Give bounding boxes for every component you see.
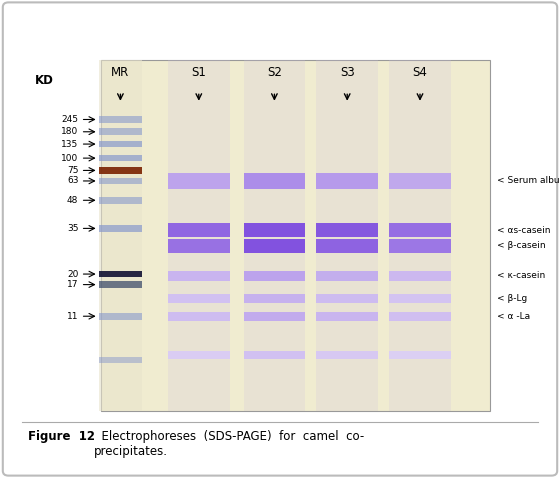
Bar — [389, 239, 451, 253]
Text: S1: S1 — [192, 65, 206, 78]
Text: < β-Lg: < β-Lg — [497, 294, 527, 303]
Bar — [389, 223, 451, 237]
Text: 20: 20 — [67, 270, 78, 279]
Bar — [101, 60, 490, 411]
Bar — [316, 312, 378, 322]
Bar — [244, 239, 305, 253]
Bar — [244, 271, 305, 281]
Bar — [168, 239, 230, 253]
Bar — [168, 294, 230, 303]
Bar — [168, 271, 230, 281]
Text: < Serum albumin: < Serum albumin — [497, 176, 560, 185]
Text: S3: S3 — [340, 65, 354, 78]
Bar — [168, 173, 230, 189]
Bar — [244, 223, 305, 237]
Bar — [389, 294, 451, 303]
Text: 180: 180 — [61, 127, 78, 136]
Bar — [389, 312, 451, 322]
Bar — [99, 116, 142, 123]
Text: Figure  12: Figure 12 — [28, 430, 95, 443]
Text: 17: 17 — [67, 280, 78, 289]
Bar — [244, 173, 305, 189]
Bar — [99, 271, 142, 277]
Bar — [316, 173, 378, 189]
Text: 135: 135 — [61, 140, 78, 149]
Bar — [99, 178, 142, 185]
Text: S4: S4 — [413, 65, 427, 78]
Bar — [389, 351, 451, 359]
Text: < β-casein: < β-casein — [497, 241, 545, 250]
Bar — [168, 312, 230, 322]
FancyBboxPatch shape — [3, 2, 557, 476]
Bar — [244, 351, 305, 359]
Text: 11: 11 — [67, 312, 78, 321]
Bar — [389, 271, 451, 281]
Text: < αs-casein: < αs-casein — [497, 226, 550, 235]
Text: S2: S2 — [267, 65, 282, 78]
Bar — [316, 271, 378, 281]
Bar — [99, 129, 142, 135]
Text: Electrophoreses  (SDS-PAGE)  for  camel  co-
precipitates.: Electrophoreses (SDS-PAGE) for camel co-… — [94, 430, 365, 458]
Bar — [99, 141, 142, 147]
Bar — [168, 223, 230, 237]
Text: MR: MR — [111, 65, 129, 78]
Bar — [99, 197, 142, 204]
Text: 48: 48 — [67, 196, 78, 205]
Bar — [99, 225, 142, 232]
Bar — [99, 281, 142, 288]
Text: 35: 35 — [67, 224, 78, 233]
Bar — [316, 351, 378, 359]
Bar — [316, 239, 378, 253]
Bar — [99, 60, 142, 411]
Bar — [99, 357, 142, 363]
Bar — [389, 60, 451, 411]
Bar — [389, 173, 451, 189]
Text: < α -La: < α -La — [497, 313, 530, 321]
Bar — [316, 294, 378, 303]
Text: 100: 100 — [61, 153, 78, 163]
Text: 63: 63 — [67, 176, 78, 185]
Bar — [244, 60, 305, 411]
Bar — [99, 313, 142, 320]
Bar — [244, 312, 305, 322]
Bar — [244, 294, 305, 303]
Text: 75: 75 — [67, 166, 78, 175]
Bar — [168, 60, 230, 411]
Text: KD: KD — [35, 75, 54, 87]
Bar — [316, 223, 378, 237]
Bar — [168, 351, 230, 359]
Text: < κ-casein: < κ-casein — [497, 272, 545, 280]
Text: 245: 245 — [62, 115, 78, 124]
Bar — [316, 60, 378, 411]
Bar — [99, 167, 142, 174]
Bar — [99, 155, 142, 162]
